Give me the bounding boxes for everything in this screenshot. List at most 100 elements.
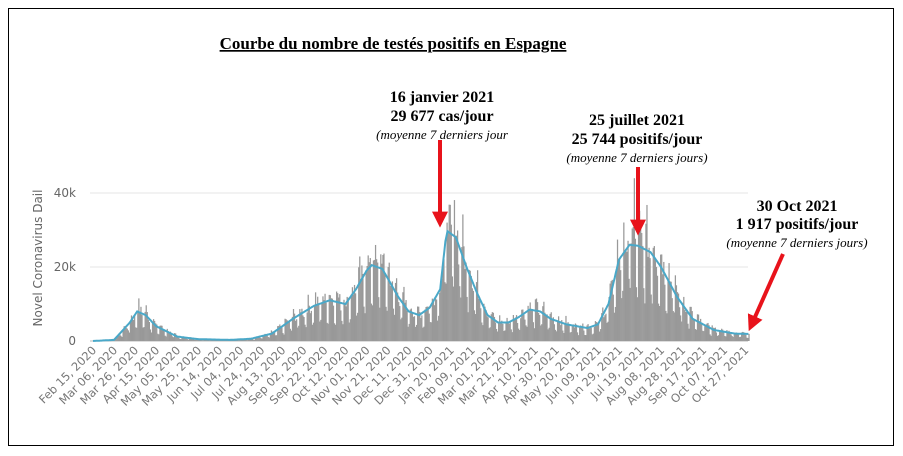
daily-case-bar: [434, 296, 437, 341]
daily-case-bar: [464, 269, 466, 341]
daily-case-bar: [513, 318, 516, 341]
daily-case-bar: [666, 313, 668, 341]
daily-case-bar: [542, 306, 544, 341]
daily-case-bar: [154, 320, 156, 341]
daily-case-bar: [410, 308, 412, 341]
daily-case-bar: [439, 292, 441, 341]
daily-case-bar: [252, 339, 255, 341]
daily-case-bar: [676, 292, 679, 341]
daily-case-bar: [421, 315, 423, 341]
daily-case-bar: [445, 283, 447, 341]
daily-case-bar: [645, 223, 647, 341]
daily-case-bar: [438, 315, 440, 341]
daily-case-bar: [180, 339, 182, 341]
daily-case-bar: [614, 306, 617, 341]
daily-case-bar: [274, 335, 277, 341]
daily-case-bar: [715, 332, 718, 341]
daily-case-bar: [483, 303, 485, 341]
y-tick-label: 40k: [54, 186, 76, 200]
daily-case-bar: [190, 338, 193, 341]
daily-case-bar: [261, 338, 263, 341]
daily-case-bar: [625, 249, 627, 341]
daily-case-bar: [702, 330, 704, 341]
daily-case-bar: [317, 296, 319, 341]
daily-case-bar: [403, 286, 405, 341]
daily-case-bar: [529, 302, 531, 341]
y-tick-label: 0: [68, 334, 76, 348]
daily-case-bar: [321, 303, 323, 341]
daily-case-bar: [382, 255, 384, 341]
daily-case-bar: [667, 281, 669, 341]
daily-case-bar: [656, 275, 659, 341]
daily-case-bar: [537, 312, 540, 341]
daily-case-bar: [470, 275, 472, 341]
daily-case-bar: [727, 331, 729, 341]
daily-case-bar: [163, 330, 165, 341]
daily-case-bar: [462, 214, 464, 341]
daily-case-bar: [425, 306, 427, 341]
daily-case-bar: [131, 318, 134, 341]
daily-case-bar: [338, 297, 340, 341]
daily-case-bar: [657, 303, 660, 341]
daily-case-bar: [336, 291, 338, 341]
daily-case-bar: [414, 326, 417, 341]
daily-case-bar: [375, 259, 378, 341]
daily-case-bar: [533, 328, 536, 341]
daily-case-bar: [662, 274, 664, 341]
daily-case-bar: [649, 258, 651, 341]
daily-case-bar: [411, 312, 414, 341]
daily-case-bar: [328, 294, 330, 341]
daily-case-bar: [528, 310, 530, 341]
daily-case-bar: [140, 306, 142, 341]
daily-case-bar: [646, 204, 648, 341]
daily-case-bar: [125, 327, 127, 341]
annotation-text: 16 janvier 2021: [390, 89, 495, 106]
daily-case-bar: [398, 302, 400, 341]
daily-case-bar: [330, 298, 333, 341]
daily-case-bar: [363, 306, 365, 341]
daily-case-bar: [694, 329, 696, 341]
daily-case-bar: [602, 307, 604, 341]
daily-case-bar: [367, 255, 369, 341]
daily-case-bar: [726, 330, 728, 341]
daily-case-bar: [577, 335, 580, 341]
daily-case-bar: [669, 281, 671, 341]
daily-case-bar: [165, 336, 167, 341]
daily-case-bar: [458, 264, 460, 341]
daily-case-bar: [573, 327, 576, 341]
daily-case-bar: [681, 321, 683, 341]
daily-case-bar: [397, 292, 399, 341]
daily-case-bar: [484, 306, 486, 341]
daily-case-bar: [208, 340, 210, 341]
daily-case-bar: [482, 325, 484, 341]
daily-case-bar: [713, 327, 715, 341]
daily-case-bar: [122, 329, 124, 341]
daily-case-bar: [119, 334, 121, 341]
daily-case-bar: [412, 316, 415, 341]
daily-case-bar: [202, 340, 204, 341]
daily-case-bar: [610, 281, 612, 341]
daily-case-bar: [369, 258, 371, 341]
daily-case-bar: [503, 330, 505, 341]
daily-case-bar: [172, 337, 175, 341]
daily-case-bar: [343, 299, 345, 341]
daily-case-bar: [372, 260, 375, 341]
daily-case-bar: [595, 322, 598, 341]
daily-case-bar: [149, 329, 152, 341]
daily-case-bar: [742, 331, 744, 341]
daily-case-bar: [351, 287, 354, 341]
daily-case-bar: [402, 292, 404, 341]
daily-case-bar: [379, 307, 381, 341]
daily-case-bar: [116, 335, 118, 341]
daily-case-bar: [156, 324, 158, 341]
daily-case-bar: [263, 335, 265, 341]
daily-case-bar: [423, 326, 425, 341]
daily-case-bar: [719, 330, 722, 341]
daily-case-bar: [685, 311, 687, 341]
daily-case-bar: [289, 328, 291, 341]
daily-case-bar: [607, 321, 609, 341]
daily-case-bar: [586, 325, 588, 341]
annotation-text: (moyenne 7 derniers jours): [726, 235, 867, 250]
daily-case-bar: [579, 327, 581, 341]
daily-case-bar: [142, 327, 144, 341]
